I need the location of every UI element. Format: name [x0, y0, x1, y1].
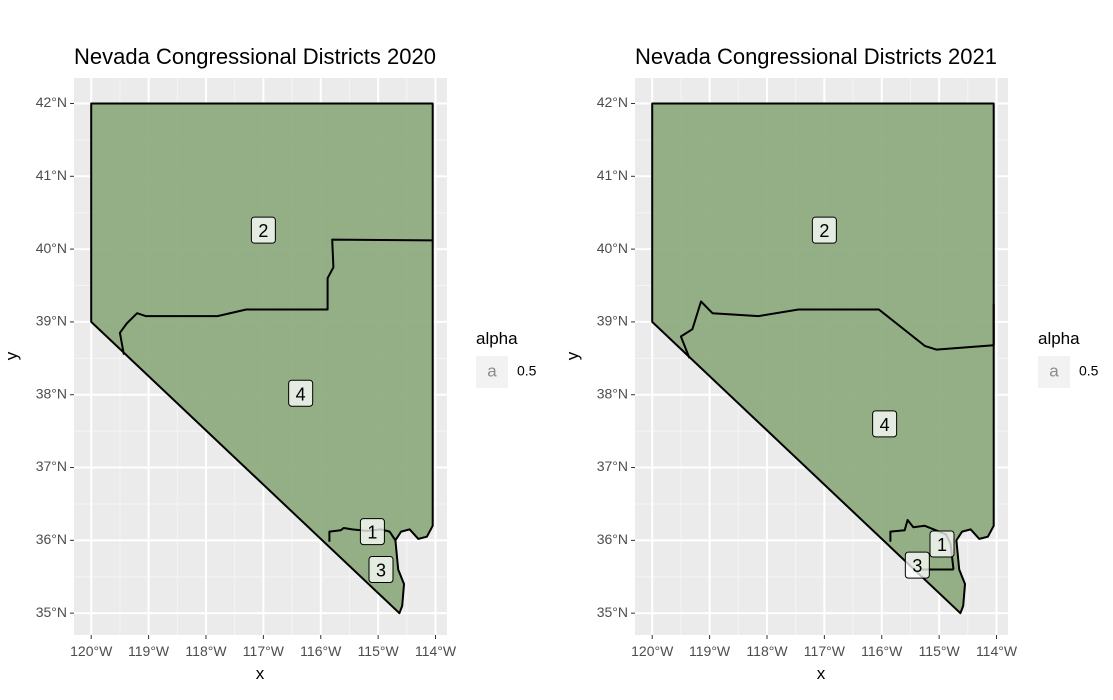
x-tick-label: 116°W — [861, 643, 903, 659]
map-panel-1: Nevada Congressional Districts 2020 35°N 3… — [2, 44, 537, 683]
x-tick-label: 118°W — [185, 643, 227, 659]
map-panel-2: Nevada Congressional Districts 2021 35°N 3… — [563, 44, 1099, 683]
y-tick-label: 36°N — [597, 531, 628, 547]
map-title: Nevada Congressional Districts 2020 — [74, 44, 436, 69]
state-outline — [651, 102, 995, 615]
legend-title: alpha — [476, 329, 518, 348]
x-tick-label: 119°W — [689, 643, 731, 659]
district-label-text: 3 — [376, 560, 386, 580]
x-tick-label: 117°W — [804, 643, 846, 659]
district-label-box — [288, 379, 314, 407]
district-label-box — [359, 518, 385, 546]
district-label-2: 2 — [811, 216, 837, 244]
district-label-3: 3 — [368, 555, 394, 583]
y-tick-label: 40°N — [597, 240, 628, 256]
legend-title: alpha — [1038, 329, 1080, 348]
y-tick-label: 39°N — [597, 313, 628, 329]
district-label-box — [250, 216, 276, 244]
district-label-box — [872, 410, 898, 438]
x-tick-label: 118°W — [746, 643, 788, 659]
x-axis-title: x — [817, 664, 826, 683]
x-tick-label: 114°W — [415, 643, 457, 659]
x-tick-label: 120°W — [70, 643, 113, 659]
legend-label: 0.5 — [1079, 363, 1099, 379]
district-label-box — [811, 216, 837, 244]
x-tick-label: 120°W — [631, 643, 674, 659]
y-axis-title: y — [2, 351, 21, 360]
district-label-text: 2 — [258, 221, 268, 241]
x-axis-title: x — [256, 664, 265, 683]
y-tick-label: 35°N — [597, 604, 628, 620]
district-boundary — [328, 527, 397, 542]
y-tick-label: 37°N — [597, 458, 628, 474]
district-boundary — [118, 238, 433, 355]
district-label-text: 3 — [912, 556, 922, 576]
district-label-3: 3 — [904, 551, 930, 579]
district-label-box — [904, 551, 930, 579]
district-label-text: 1 — [937, 535, 947, 555]
state-outline — [90, 102, 434, 615]
district-label-text: 2 — [819, 221, 829, 241]
y-tick-label: 42°N — [597, 94, 628, 110]
legend-key-symbol: a — [487, 361, 497, 380]
y-tick-label: 39°N — [36, 313, 67, 329]
district-label-1: 1 — [929, 530, 955, 558]
y-tick-label: 41°N — [36, 167, 67, 183]
district-label-2: 2 — [250, 216, 276, 244]
x-tick-label: 119°W — [128, 643, 170, 659]
x-tick-label: 117°W — [243, 643, 285, 659]
y-tick-label: 38°N — [597, 385, 628, 401]
district-label-box — [929, 530, 955, 558]
district-label-text: 4 — [880, 415, 890, 435]
x-tick-label: 115°W — [358, 643, 400, 659]
y-tick-label: 40°N — [36, 240, 67, 256]
legend-key — [476, 356, 508, 388]
district-label-text: 1 — [367, 523, 377, 543]
y-tick-label: 37°N — [36, 458, 67, 474]
x-tick-label: 116°W — [300, 643, 342, 659]
y-axis-title: y — [563, 351, 582, 360]
y-tick-label: 42°N — [36, 94, 67, 110]
district-label-1: 1 — [359, 518, 385, 546]
x-tick-label: 115°W — [919, 643, 961, 659]
district-boundary — [679, 300, 994, 359]
district-label-4: 4 — [872, 410, 898, 438]
x-tick-label: 114°W — [976, 643, 1018, 659]
legend-key — [1038, 356, 1070, 388]
district-label-4: 4 — [288, 379, 314, 407]
y-tick-label: 41°N — [597, 167, 628, 183]
y-tick-label: 38°N — [36, 385, 67, 401]
map-title: Nevada Congressional Districts 2021 — [635, 44, 997, 69]
legend-label: 0.5 — [517, 363, 537, 379]
district-label-text: 4 — [296, 384, 306, 404]
legend-key-symbol: a — [1049, 361, 1059, 380]
district-label-box — [368, 555, 394, 583]
y-tick-label: 35°N — [36, 604, 67, 620]
y-tick-label: 36°N — [36, 531, 67, 547]
